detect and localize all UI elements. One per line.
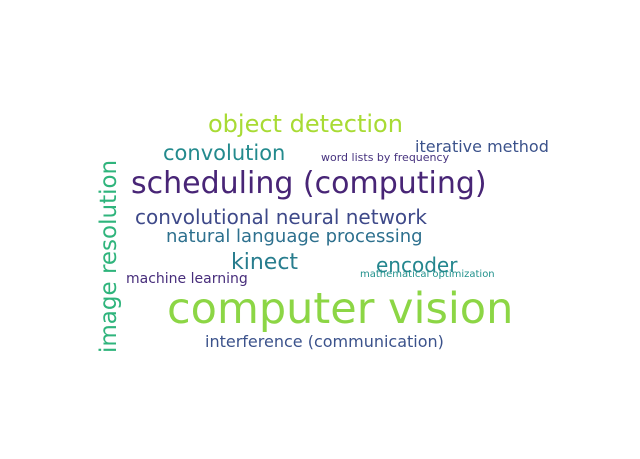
word-mathematical-optimization: mathematical optimization [360, 269, 495, 280]
word-natural-language-processing: natural language processing [166, 226, 423, 247]
word-encoder: encoder [376, 253, 458, 277]
word-word-lists-by-frequency: word lists by frequency [321, 151, 450, 164]
word-scheduling-computing: scheduling (computing) [131, 166, 487, 201]
word-object-detection: object detection [208, 110, 403, 138]
word-machine-learning: machine learning [126, 271, 248, 287]
word-kinect: kinect [231, 250, 299, 275]
word-computer-vision: computer vision [167, 284, 514, 334]
word-interference-communication: interference (communication) [205, 332, 444, 351]
word-convolutional-neural-network: convolutional neural network [135, 205, 427, 229]
word-convolution: convolution [163, 141, 286, 165]
word-iterative-method: iterative method [415, 137, 549, 156]
word-image-resolution: image resolution [96, 159, 122, 353]
